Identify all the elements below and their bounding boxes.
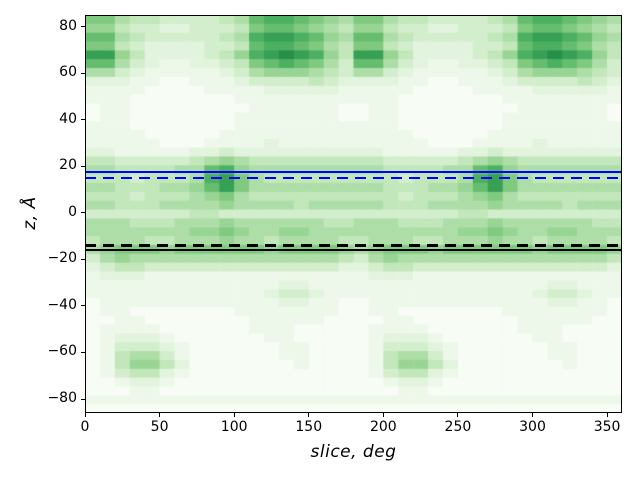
heatmap xyxy=(85,15,622,413)
y-tick-label-5: −20 xyxy=(47,250,77,267)
x-tick-mark-6 xyxy=(532,413,533,417)
y-tick-label-0: 80 xyxy=(59,17,77,34)
y-tick-mark-0 xyxy=(81,26,85,28)
y-tick-mark-2 xyxy=(81,119,85,121)
x-tick-label-3: 150 xyxy=(295,419,323,435)
x-tick-label-0: 0 xyxy=(80,419,90,435)
x-tick-mark-5 xyxy=(457,413,459,417)
y-tick-label-8: −80 xyxy=(47,390,77,407)
y-tick-label-1: 60 xyxy=(59,64,77,81)
y-tick-mark-1 xyxy=(81,72,85,74)
x-tick-label-6: 300 xyxy=(519,419,546,435)
x-tick-mark-7 xyxy=(606,413,608,417)
x-tick-mark-3 xyxy=(308,413,310,417)
y-tick-mark-3 xyxy=(81,165,85,167)
x-tick-label-4: 200 xyxy=(369,419,397,435)
x-tick-label-5: 250 xyxy=(444,419,472,435)
y-tick-label-4: 0 xyxy=(68,203,77,220)
y-tick-label-3: 20 xyxy=(59,157,77,174)
y-tick-mark-7 xyxy=(81,351,85,353)
x-tick-label-2: 100 xyxy=(220,419,248,435)
x-tick-mark-1 xyxy=(159,413,161,417)
y-tick-mark-5 xyxy=(81,258,85,260)
x-tick-mark-4 xyxy=(382,413,384,417)
y-tick-mark-4 xyxy=(81,212,85,214)
x-axis-label: slice, deg xyxy=(310,442,397,462)
y-tick-label-2: 40 xyxy=(59,110,77,127)
y-tick-mark-6 xyxy=(81,305,85,307)
y-tick-mark-8 xyxy=(81,398,85,400)
x-tick-label-1: 50 xyxy=(150,419,169,435)
y-tick-label-6: −40 xyxy=(47,296,77,313)
x-tick-mark-0 xyxy=(84,413,86,417)
x-tick-label-7: 350 xyxy=(593,419,621,435)
x-tick-mark-2 xyxy=(233,413,235,417)
y-tick-label-7: −60 xyxy=(47,343,77,360)
plot-area xyxy=(85,15,622,413)
